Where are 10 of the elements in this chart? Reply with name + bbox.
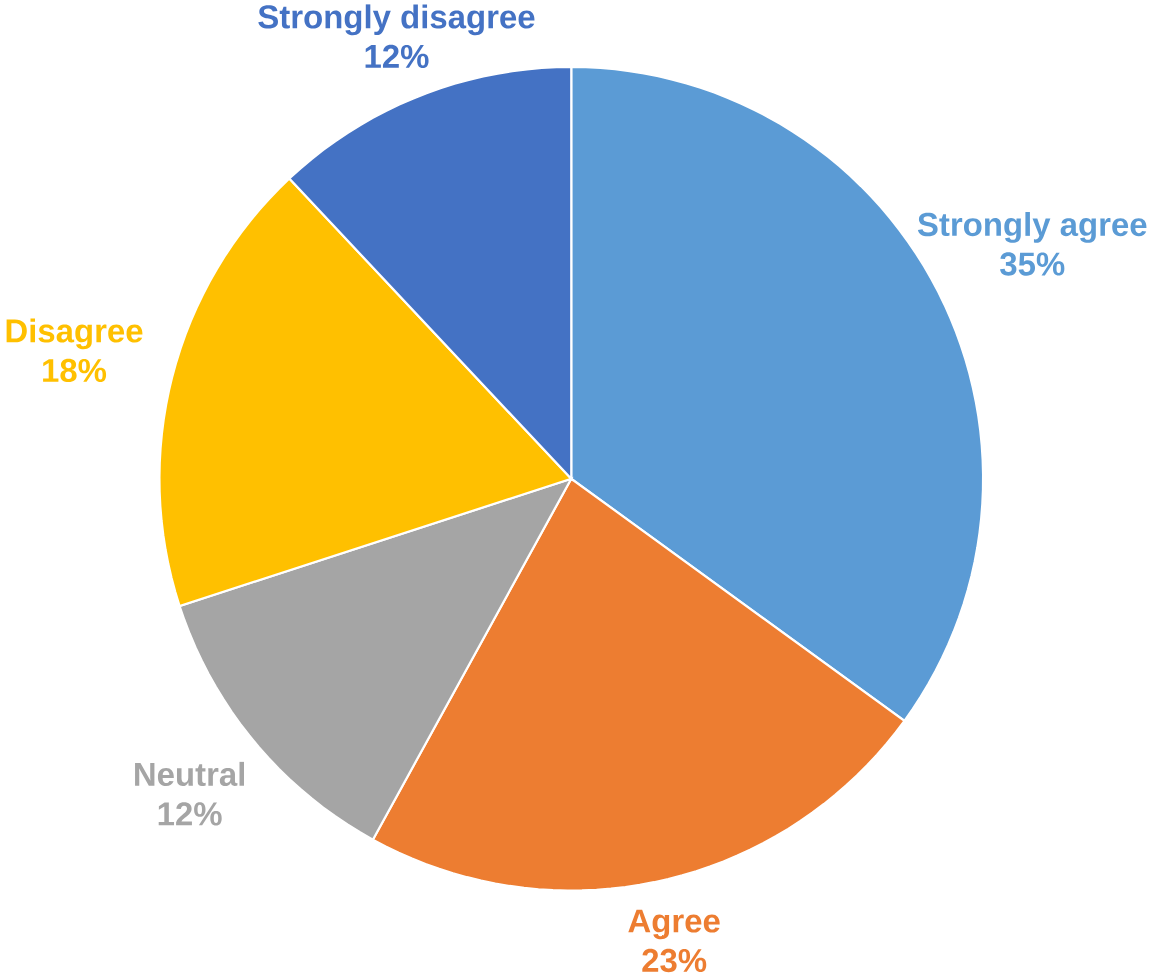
slice-label: Agree — [628, 909, 720, 940]
data-label: 12% — [158, 802, 222, 826]
slice-label: Strongly disagree — [258, 4, 535, 36]
data-label: 18% — [43, 358, 107, 383]
slice-label: Neutral — [135, 762, 245, 787]
data-label: 12% — [365, 44, 429, 69]
data-label: 23% — [642, 949, 707, 973]
slice-label: Disagree — [6, 318, 143, 350]
data-label: 35% — [1000, 252, 1065, 276]
slice-label: Strongly agree — [917, 212, 1147, 244]
